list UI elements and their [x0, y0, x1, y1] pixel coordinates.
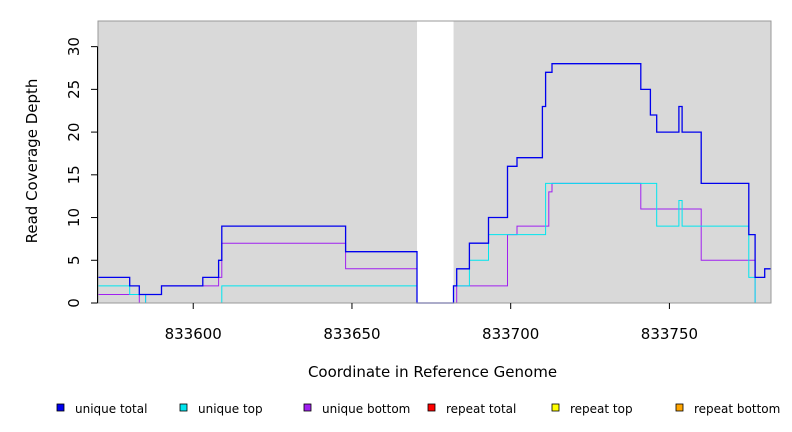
x-tick-label: 833750 [641, 325, 698, 343]
x-axis: 833600 833650 833700 833750 [165, 303, 698, 343]
legend-label-unique-top: unique top [198, 402, 263, 416]
legend-swatch-unique-top [179, 403, 188, 412]
y-tick-label: 5 [65, 255, 83, 265]
legend: unique total unique top unique bottom repea… [56, 402, 780, 416]
legend-label-repeat-top: repeat top [570, 402, 633, 416]
legend-label-unique-total: unique total [75, 402, 147, 416]
y-tick-label: 15 [65, 165, 83, 184]
plot-gap-region [417, 21, 454, 303]
x-tick-label: 833650 [323, 325, 380, 343]
y-tick-label: 25 [65, 80, 83, 99]
legend-swatch-repeat-bottom [675, 403, 684, 412]
legend-swatch-repeat-total [427, 403, 436, 412]
legend-label-repeat-bottom: repeat bottom [694, 402, 780, 416]
y-tick-label: 10 [65, 208, 83, 227]
x-tick-label: 833600 [165, 325, 222, 343]
y-tick-label: 30 [65, 37, 83, 56]
x-tick-label: 833700 [482, 325, 539, 343]
legend-swatch-unique-total [56, 403, 65, 412]
y-tick-label: 20 [65, 123, 83, 142]
legend-label-unique-bottom: unique bottom [322, 402, 410, 416]
legend-swatch-unique-bottom [303, 403, 312, 412]
y-axis: 0 5 10 15 20 25 30 [65, 37, 98, 308]
y-axis-title: Read Coverage Depth [23, 79, 41, 244]
series-line-unique-total [98, 63, 771, 304]
y-tick-label: 0 [65, 298, 83, 308]
legend-label-repeat-total: repeat total [446, 402, 516, 416]
legend-swatch-repeat-top [551, 403, 560, 412]
x-axis-title: Coordinate in Reference Genome [308, 363, 557, 381]
